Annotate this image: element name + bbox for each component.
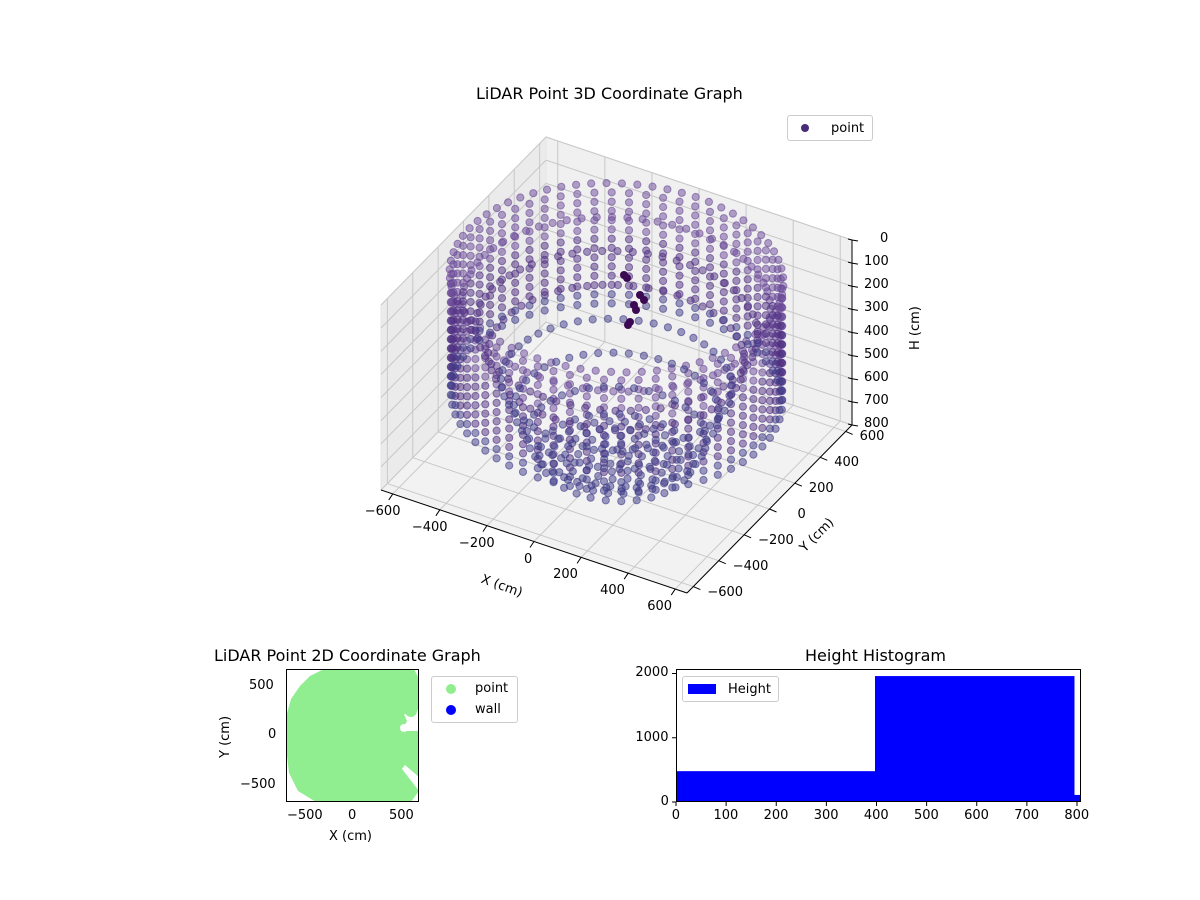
histogram-title: Height Histogram [805,646,946,665]
chart-2d-ytick: 500 [249,678,274,693]
chart-3d-xtick: 400 [600,583,625,599]
histogram-xtick: 500 [914,808,939,823]
histogram-bar [676,771,875,802]
scatter-3d-points [445,179,788,506]
histogram-bar [1074,794,1081,802]
legend-point-marker-icon [801,124,809,132]
chart-3d-ztick: 400 [864,323,889,339]
chart-3d-ytick: 0 [797,507,806,522]
chart-3d-ztick: 100 [864,254,889,270]
histogram-bar [874,676,1075,802]
chart-2d-ylabel: Y (cm) [218,715,233,758]
legend-height-label: Height [728,681,771,697]
chart-3d-ytick: −400 [732,558,769,574]
histogram-xtick: 100 [713,808,739,823]
chart-3d-xtick: 0 [524,551,533,567]
chart-2d-ytick: 0 [268,727,277,742]
chart-2d-legend: point wall [431,676,518,723]
histogram-xtick: 400 [863,808,889,823]
legend-point-marker-icon [446,683,456,694]
chart-3d-xtick: −400 [411,519,448,535]
chart-2d-plot [286,669,419,802]
chart-3d-ytick: 200 [808,481,834,497]
legend-point-label: point [475,681,509,696]
chart-3d-title: LiDAR Point 3D Coordinate Graph [476,84,743,103]
scatter-2d-area [286,669,419,802]
chart-3d-xtick: −200 [458,535,495,551]
chart-2d-xtick: 500 [389,808,414,823]
chart-3d-ytick: 400 [834,455,860,471]
histogram-xtick: 600 [964,808,989,823]
legend-wall-label: wall [475,702,501,717]
histogram-ytick: 0 [660,794,669,809]
chart-3d-plot [380,135,859,596]
legend-point-label: point [831,120,865,136]
legend-height-swatch-icon [688,684,716,694]
legend-wall-marker-icon [446,704,456,715]
chart-3d-xtick: 600 [647,599,673,615]
chart-3d-ztick: 700 [864,392,889,408]
chart-3d-ytick: −600 [707,584,744,600]
chart-3d-legend: point [787,115,873,141]
chart-2d-xlabel: X (cm) [329,829,372,844]
chart-3d-ytick: −200 [758,532,794,548]
histogram-xtick: 800 [1064,808,1090,823]
chart-3d-zlabel: H (cm) [908,306,923,350]
chart-3d-xtick: −600 [364,503,401,519]
histogram-xtick: 0 [671,808,681,823]
chart-3d-ztick: 800 [864,416,889,431]
histogram-xtick: 300 [813,808,839,823]
histogram-legend: Height [682,676,779,702]
chart-2d-title: LiDAR Point 2D Coordinate Graph [214,646,481,665]
chart-3d-ztick: 500 [864,346,889,362]
chart-3d-ztick: 300 [864,300,889,316]
histogram-plot [672,669,1081,806]
chart-3d-ztick: 600 [864,369,889,385]
chart-3d-ztick: 0 [880,231,889,246]
histogram-ytick: 1000 [635,729,669,745]
chart-2d-xtick: −500 [287,808,323,823]
chart-2d-xtick: 0 [348,808,357,823]
histogram-xtick: 200 [763,808,789,823]
chart-3d-ztick: 200 [864,277,889,293]
chart-2d-ytick: −500 [240,777,276,792]
chart-3d-ytick: 600 [859,429,885,445]
histogram-xtick: 700 [1014,808,1040,823]
chart-3d-xtick: 200 [553,567,578,583]
histogram-ytick: 2000 [635,665,669,681]
